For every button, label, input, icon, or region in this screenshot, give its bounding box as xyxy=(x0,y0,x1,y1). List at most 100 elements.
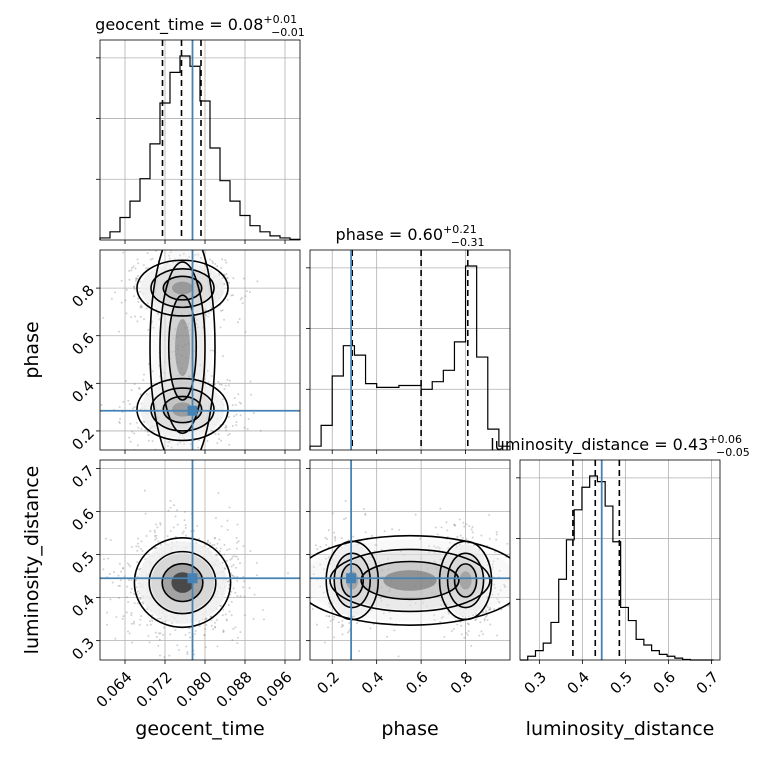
scatter-point xyxy=(243,426,246,429)
scatter-point xyxy=(112,571,115,574)
scatter-point xyxy=(500,608,503,611)
scatter-point xyxy=(233,559,235,561)
scatter-point xyxy=(130,545,133,548)
scatter-point xyxy=(215,554,218,557)
scatter-point xyxy=(106,623,109,626)
scatter-point xyxy=(433,545,436,548)
scatter-point xyxy=(127,563,130,566)
scatter-point xyxy=(130,269,133,272)
scatter-point xyxy=(222,630,225,633)
scatter-point xyxy=(232,627,235,630)
scatter-point xyxy=(118,420,121,423)
scatter-point xyxy=(493,583,496,586)
scatter-point xyxy=(387,590,390,593)
scatter-point xyxy=(228,281,231,284)
scatter-point xyxy=(225,426,228,429)
scatter-point xyxy=(433,560,436,563)
scatter-point xyxy=(453,523,456,526)
scatter-point xyxy=(242,277,245,280)
scatter-point xyxy=(242,580,245,583)
marginal-title: luminosity_distance = 0.43+0.06 −0.05 xyxy=(490,433,750,459)
scatter-point xyxy=(463,636,466,639)
contour-line xyxy=(148,550,217,615)
scatter-point xyxy=(380,586,383,589)
scatter-point xyxy=(388,588,391,591)
scatter-point xyxy=(154,538,157,541)
scatter-point xyxy=(219,547,222,550)
scatter-point xyxy=(102,317,105,320)
scatter-point xyxy=(395,588,398,591)
scatter-point xyxy=(143,318,146,321)
scatter-point xyxy=(262,618,265,621)
scatter-point xyxy=(210,310,213,313)
scatter-point xyxy=(224,613,227,616)
title-main: luminosity_distance = 0.43 xyxy=(490,435,708,455)
scatter-point xyxy=(158,475,160,477)
scatter-point xyxy=(132,620,135,623)
scatter-point xyxy=(122,615,125,618)
histogram-luminosity_distance xyxy=(520,475,714,661)
contour-line xyxy=(161,562,204,603)
scatter-point xyxy=(139,315,142,318)
scatter-point xyxy=(146,608,149,611)
scatter-point xyxy=(109,539,112,542)
scatter-point xyxy=(172,526,175,529)
scatter-point xyxy=(352,535,355,538)
scatter-point xyxy=(130,578,133,581)
scatter-point xyxy=(173,350,176,353)
scatter-point xyxy=(166,444,169,447)
scatter-point xyxy=(174,353,177,356)
scatter-point xyxy=(140,540,143,543)
y-tick-label: 0.6 xyxy=(68,329,98,359)
scatter-point xyxy=(389,617,392,620)
scatter-point xyxy=(144,512,147,515)
scatter-point xyxy=(425,605,428,608)
scatter-point xyxy=(235,566,238,569)
scatter-point xyxy=(211,628,214,631)
scatter-point xyxy=(197,446,200,449)
scatter-point xyxy=(375,543,378,546)
scatter-point xyxy=(102,558,105,561)
scatter-point xyxy=(169,530,172,533)
scatter-point xyxy=(214,262,217,265)
title-minus: −0.01 xyxy=(271,26,305,39)
scatter-point xyxy=(133,406,136,409)
scatter-point xyxy=(139,618,142,621)
scatter-point xyxy=(195,323,198,326)
scatter-point xyxy=(232,563,235,566)
scatter-point xyxy=(171,461,173,463)
scatter-point xyxy=(236,579,239,582)
scatter-point xyxy=(250,393,253,396)
scatter-point xyxy=(486,606,489,609)
scatter-point xyxy=(236,595,239,598)
scatter-point xyxy=(456,623,459,626)
scatter-point xyxy=(430,580,433,583)
scatter-point xyxy=(118,562,121,565)
scatter-point xyxy=(92,546,94,548)
scatter-point xyxy=(206,369,209,372)
scatter-point xyxy=(465,523,468,526)
scatter-point xyxy=(286,572,289,575)
scatter-point xyxy=(142,264,145,267)
scatter-point xyxy=(380,548,383,551)
scatter-point xyxy=(240,296,243,299)
scatter-point xyxy=(135,545,138,548)
scatter-point xyxy=(495,533,498,536)
scatter-point xyxy=(218,272,221,275)
y-tick-label: 0.4 xyxy=(68,591,98,621)
scatter-point xyxy=(210,615,213,618)
scatter-point xyxy=(211,349,214,352)
scatter-point xyxy=(188,375,191,378)
scatter-point xyxy=(130,614,133,617)
scatter-point xyxy=(434,561,437,564)
scatter-point xyxy=(188,631,191,634)
scatter-point xyxy=(188,256,191,259)
scatter-point xyxy=(493,550,496,553)
scatter-point xyxy=(130,587,133,590)
scatter-point xyxy=(163,371,166,374)
scatter-point xyxy=(391,528,394,531)
scatter-point xyxy=(176,222,178,224)
scatter-point xyxy=(149,258,152,261)
scatter-point xyxy=(214,536,217,539)
scatter-point xyxy=(169,251,172,254)
